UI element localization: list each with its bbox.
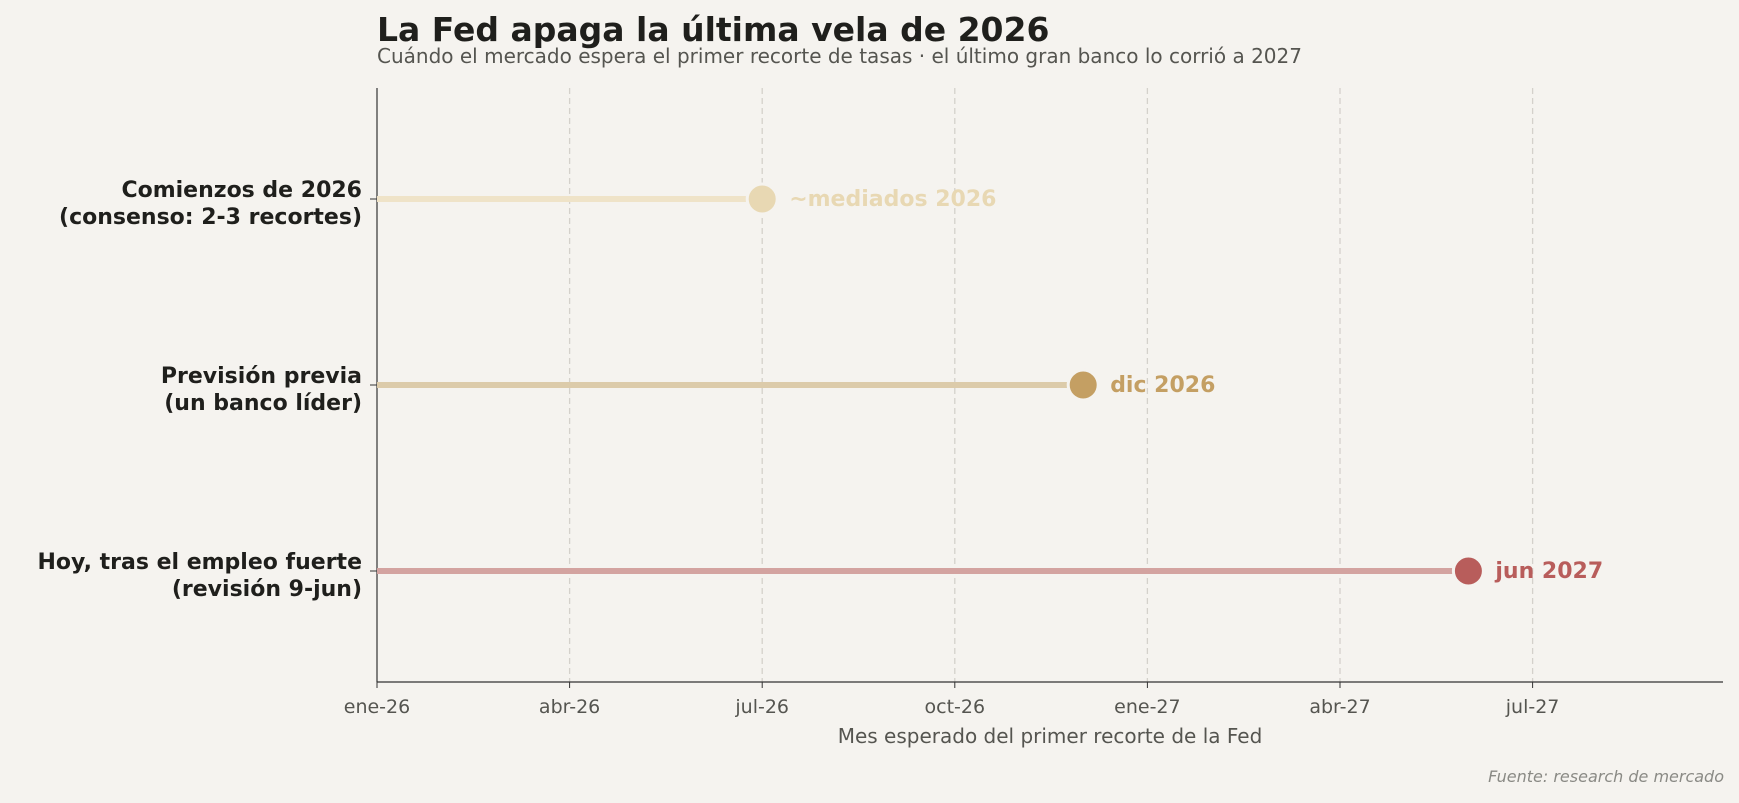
source-note: Fuente: research de mercado xyxy=(1488,767,1724,786)
x-tick-label: abr-26 xyxy=(539,696,600,718)
x-tick-label: ene-27 xyxy=(1114,696,1180,718)
x-tick-label: ene-26 xyxy=(344,696,410,718)
y-tick-label: (revisión 9-jun) xyxy=(172,577,362,602)
y-tick-label: Hoy, tras el empleo fuerte xyxy=(37,550,362,575)
y-tick-label: (un banco líder) xyxy=(164,391,362,416)
y-tick-label: Comienzos de 2026 xyxy=(121,178,362,203)
data-label: jun 2027 xyxy=(1494,559,1603,584)
data-label: dic 2026 xyxy=(1110,373,1215,398)
chart-title: La Fed apaga la última vela de 2026 xyxy=(377,10,1050,49)
x-tick-label: jul-27 xyxy=(1505,696,1560,718)
dot-marker xyxy=(745,182,779,216)
x-tick-label: abr-27 xyxy=(1309,696,1370,718)
x-tick-label: oct-26 xyxy=(925,696,986,718)
x-tick-label: jul-26 xyxy=(734,696,789,718)
dot-marker xyxy=(1451,554,1485,588)
y-tick-label: (consenso: 2-3 recortes) xyxy=(59,205,362,230)
data-label: ~mediados 2026 xyxy=(789,187,996,212)
dot-marker xyxy=(1066,368,1100,402)
x-axis-label: Mes esperado del primer recorte de la Fe… xyxy=(838,724,1263,748)
y-tick-label: Previsión previa xyxy=(161,364,362,389)
chart-subtitle: Cuándo el mercado espera el primer recor… xyxy=(377,44,1302,68)
